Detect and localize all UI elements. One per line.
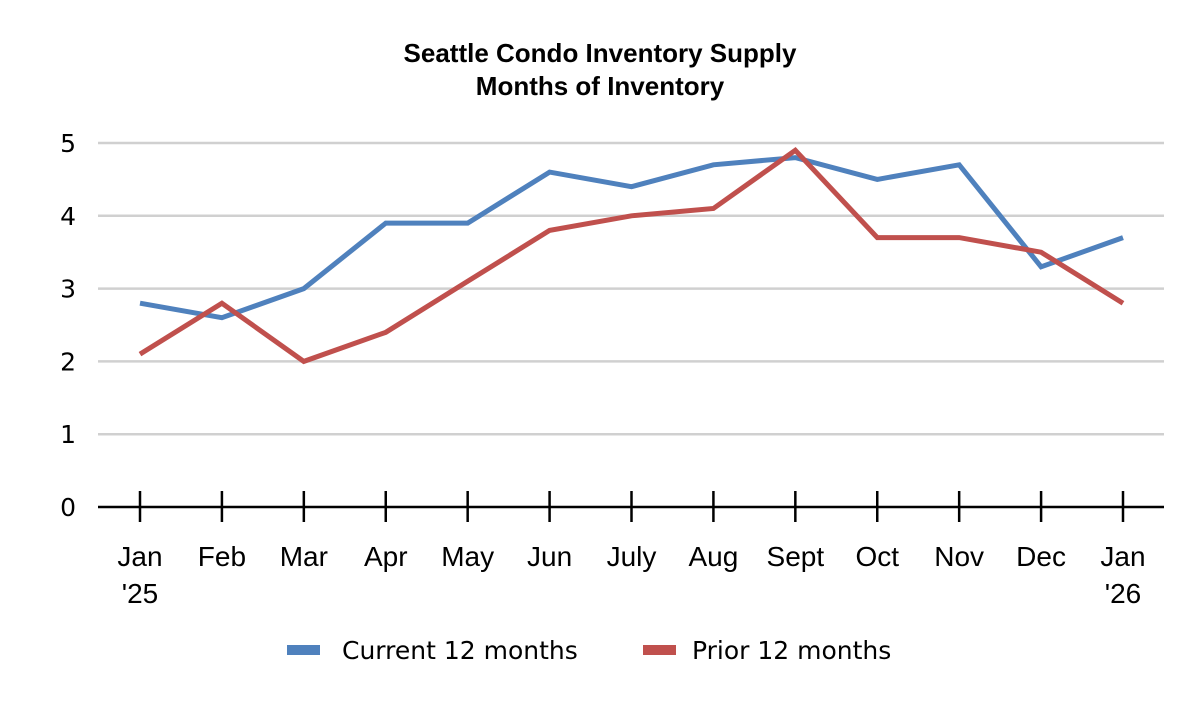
y-tick-label: 4 <box>60 202 76 231</box>
legend-swatch <box>287 645 320 655</box>
chart-title-group: Seattle Condo Inventory Supply Months of… <box>404 38 797 101</box>
x-tick-label: Dec <box>1016 541 1066 572</box>
x-tick-label: Jan <box>1100 541 1145 572</box>
x-tick-label: Sept <box>767 541 825 572</box>
legend-item: Prior 12 months <box>643 636 891 665</box>
series-current-12-months <box>139 155 1124 321</box>
legend-item: Current 12 months <box>287 636 578 665</box>
x-tick-label-year: '26 <box>1105 578 1142 609</box>
legend-label: Prior 12 months <box>692 636 891 665</box>
y-tick-label: 0 <box>60 493 76 522</box>
x-tick-label: Jan <box>117 541 162 572</box>
y-tick-label: 1 <box>60 420 76 449</box>
x-tick-label: Nov <box>934 541 984 572</box>
x-tick-label: Mar <box>280 541 328 572</box>
series-line <box>138 146 1125 365</box>
x-tick-label: May <box>441 541 494 572</box>
y-tick-label: 2 <box>60 347 76 376</box>
x-axis: Jan '25 Feb Mar Apr May Jun July Aug Sept Oct Nov De… <box>98 491 1164 609</box>
x-tick-label: Feb <box>198 541 246 572</box>
legend: Current 12 months Prior 12 months <box>287 636 891 665</box>
y-tick-label: 5 <box>60 129 76 158</box>
y-tick-label: 3 <box>60 275 76 304</box>
gridlines <box>98 141 1164 436</box>
x-tick-label: Jun <box>527 541 572 572</box>
x-tick-label: July <box>607 541 657 572</box>
legend-swatch <box>643 645 676 655</box>
y-axis: 0 1 2 3 4 5 <box>60 129 76 522</box>
x-tick-label: Apr <box>364 541 408 572</box>
x-tick-label: Oct <box>855 541 899 572</box>
x-tick-label: Aug <box>689 541 739 572</box>
series-prior-12-months <box>138 146 1125 365</box>
series-lines <box>138 146 1125 365</box>
legend-label: Current 12 months <box>342 636 578 665</box>
chart-title: Seattle Condo Inventory Supply <box>404 38 797 68</box>
chart-subtitle: Months of Inventory <box>476 71 725 101</box>
x-tick-label-year: '25 <box>122 578 159 609</box>
series-line <box>139 155 1124 321</box>
